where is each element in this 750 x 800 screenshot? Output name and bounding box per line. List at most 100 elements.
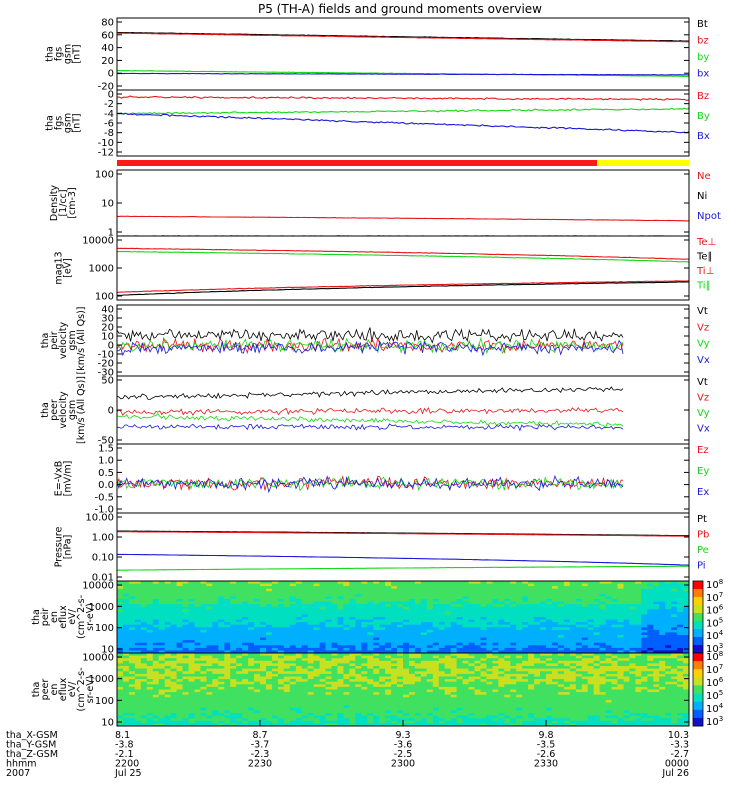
series-p6-Vz xyxy=(116,406,624,416)
series-p8-Pe xyxy=(116,565,689,571)
y-tick-label: -10 xyxy=(98,350,114,361)
series-p7-Ey xyxy=(116,475,624,492)
colorbar-label: 108 xyxy=(706,650,723,663)
series-p8-Pb xyxy=(117,531,690,537)
ephemeris-value: Jul 25 xyxy=(114,768,142,779)
svg-text:peir: peir xyxy=(40,608,51,627)
y-tick-label: 20 xyxy=(101,56,114,67)
y-tick-label: -0.5 xyxy=(94,492,114,503)
ephemeris-value: -2.6 xyxy=(537,749,556,760)
colorbar-label: 106 xyxy=(706,604,724,617)
y-tick-label: 1000 xyxy=(89,674,114,685)
y-tick-label: 1.0 xyxy=(98,456,114,467)
series-p4-Te⊥ xyxy=(116,280,690,293)
y-tick-label: -4 xyxy=(104,109,114,120)
y-tick-label: 40 xyxy=(101,43,114,54)
legend-entry: Bt xyxy=(697,19,708,30)
series-p5-Vt xyxy=(116,327,624,344)
svg-text:fgs: fgs xyxy=(54,47,65,61)
y-tick-label: 100 xyxy=(95,170,114,181)
y-tick-label: 1000 xyxy=(89,602,114,613)
ephemeris-value: -3.5 xyxy=(537,740,556,751)
ephemeris-label: tha_Z-GSM xyxy=(6,749,58,760)
svg-text:eV/: eV/ xyxy=(67,608,78,624)
svg-text:[1/cc]: [1/cc] xyxy=(58,189,69,216)
svg-text:tha: tha xyxy=(45,46,56,62)
series-p4-Te∥ xyxy=(116,281,689,297)
legend-entry: Vy xyxy=(697,339,710,350)
y-tick-label: 0.5 xyxy=(98,468,114,479)
series-p5-Vx xyxy=(116,339,624,357)
y-axis-label: mag13[eV] xyxy=(54,251,74,284)
legend-entry: Pt xyxy=(697,514,707,525)
legend-entry: By xyxy=(697,111,710,122)
mode-bar-red xyxy=(117,160,597,166)
svg-text:(cm^2-s-: (cm^2-s- xyxy=(76,595,87,639)
series-p5-Vy xyxy=(116,336,624,355)
y-tick-label: 10000 xyxy=(82,653,114,664)
colorbar-label: 104 xyxy=(706,629,724,642)
y-tick-label: 1.5 xyxy=(98,444,114,455)
y-tick-label: 10 xyxy=(101,332,114,343)
series-p5-Vz xyxy=(116,336,624,355)
svg-text:gsm: gsm xyxy=(63,44,74,64)
frame-p5 xyxy=(116,304,690,377)
ephemeris-value: 2330 xyxy=(534,759,558,770)
svg-text:[nT]: [nT] xyxy=(72,44,83,63)
y-tick-label: 100 xyxy=(95,696,114,707)
svg-text:[nPa]: [nPa] xyxy=(63,535,74,560)
y-tick-label: 10000 xyxy=(82,236,114,247)
colorbar-label: 104 xyxy=(706,702,724,715)
ephemeris-label: 2007 xyxy=(6,768,30,779)
series-p3-Ne xyxy=(117,215,690,222)
legend-entry: Ni xyxy=(697,191,707,202)
time-ticks xyxy=(116,720,690,726)
svg-text:[eV]: [eV] xyxy=(63,258,74,278)
frame-p3 xyxy=(116,169,690,237)
y-tick-label: 100 xyxy=(95,623,114,634)
y-axis-label: Pressure[nPa] xyxy=(54,527,74,568)
ephemeris-value: 9.3 xyxy=(395,730,410,741)
legend-entry: Bx xyxy=(697,131,710,142)
y-tick-label: 50 xyxy=(101,376,114,387)
svg-text:tha: tha xyxy=(40,333,51,349)
legend-entry: Bz xyxy=(697,91,709,102)
y-tick-label: -2 xyxy=(104,99,114,110)
ephemeris-value: -2.1 xyxy=(115,749,134,760)
legend-entry: Vt xyxy=(697,306,708,317)
svg-text:fgs: fgs xyxy=(54,116,65,130)
y-tick-label: 20 xyxy=(101,323,114,334)
ephemeris-value: 2200 xyxy=(115,759,139,770)
legend-entry: Ex xyxy=(697,487,709,498)
series-p2-Bz xyxy=(116,95,690,101)
y-tick-label: -8 xyxy=(104,128,114,139)
colorbar-label: 105 xyxy=(706,616,723,629)
series-p2-Bx xyxy=(116,112,690,134)
svg-text:Density: Density xyxy=(49,185,60,221)
y-tick-label: 0.01 xyxy=(92,573,114,584)
legend-entry: Vz xyxy=(697,322,709,333)
legend-entry: Te⊥ xyxy=(696,237,716,248)
ephemeris-value: 9.8 xyxy=(538,730,553,741)
svg-text:velocity: velocity xyxy=(58,391,69,429)
ephemeris-value: -3.7 xyxy=(251,740,270,751)
y-axis-label: E=-VxB[mV/m] xyxy=(54,461,74,497)
svg-text:E=-VxB: E=-VxB xyxy=(54,461,65,496)
svg-text:peer: peer xyxy=(49,399,60,421)
y-tick-label: 0 xyxy=(108,69,114,80)
colorbar-label: 107 xyxy=(706,591,723,604)
ephemeris-value: -2.3 xyxy=(251,749,270,760)
series-p2-By xyxy=(117,107,690,115)
series-p4-Ti⊥ xyxy=(116,247,690,260)
svg-text:en: en xyxy=(49,611,60,623)
